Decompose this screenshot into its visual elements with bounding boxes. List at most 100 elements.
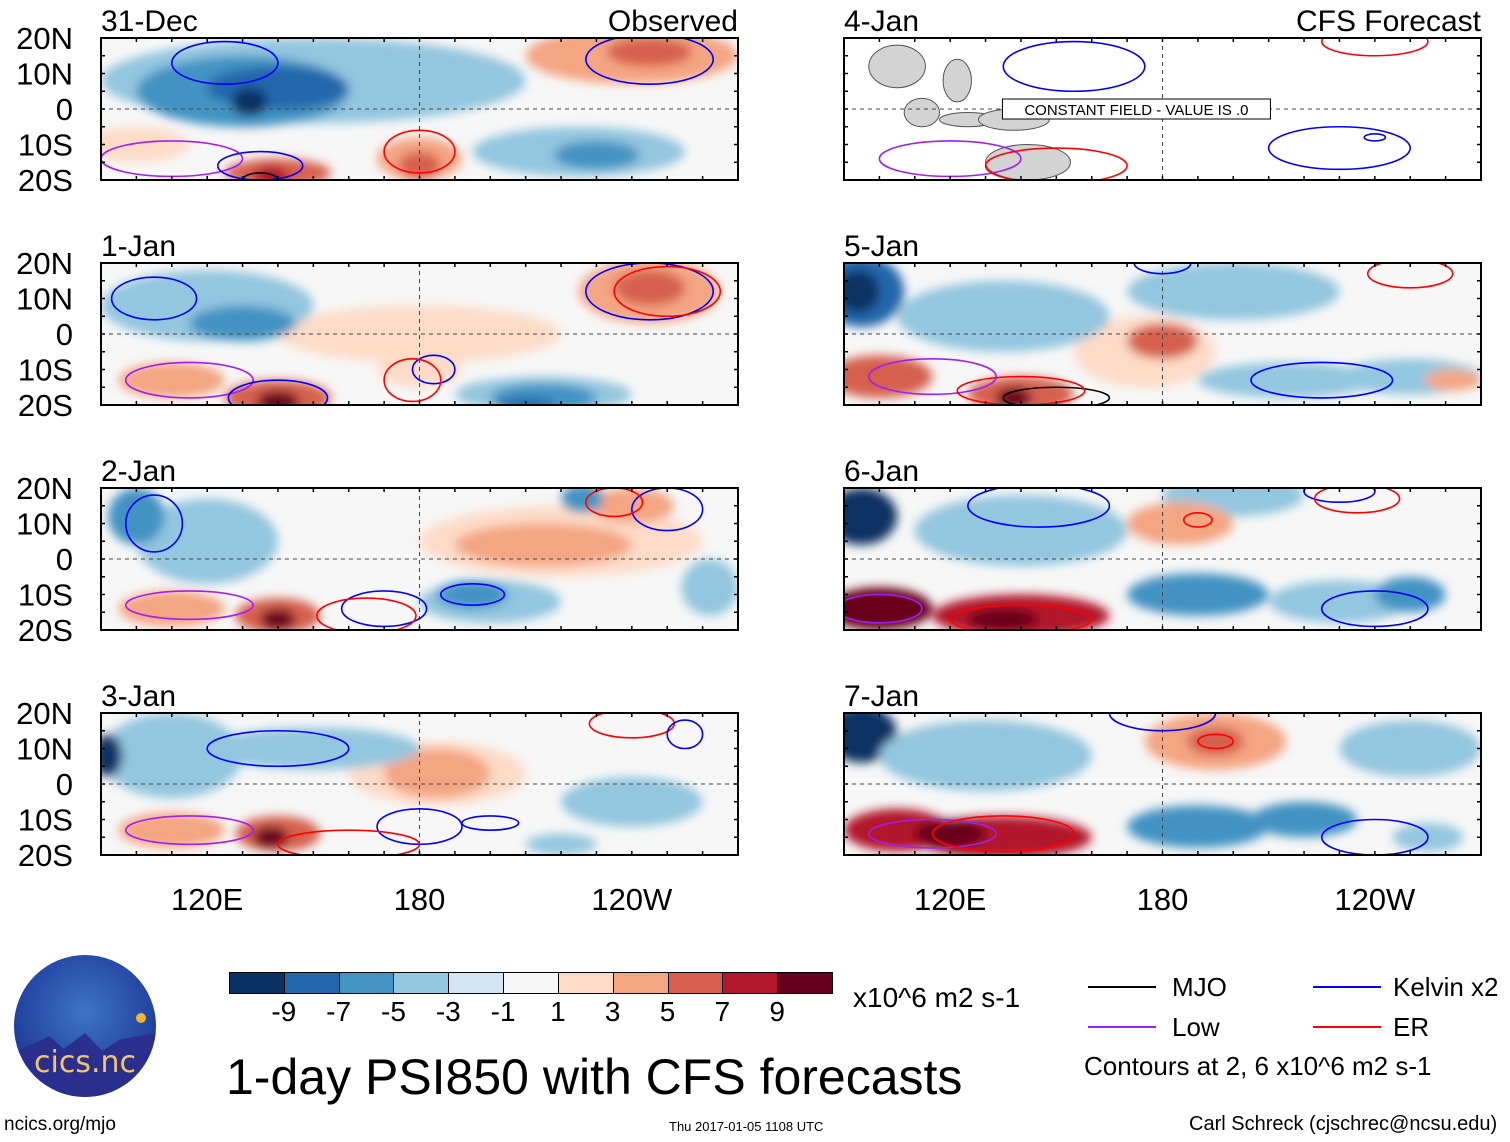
contour-kelvin (227, 379, 329, 405)
anomaly-blob (607, 38, 692, 67)
anomaly-blob (879, 720, 1092, 792)
legend-line-er (1313, 1026, 1381, 1028)
anomaly-blob (490, 383, 597, 405)
author-credit: Carl Schreck (cjschrec@ncsu.edu) (1189, 1113, 1498, 1135)
legend-label-low: Low (1172, 1012, 1220, 1042)
anomaly-blob (914, 819, 986, 848)
anomaly-blob (844, 587, 933, 630)
anomaly-blob (1127, 263, 1340, 320)
contour-kelvin (170, 40, 279, 85)
anomaly-blob (260, 608, 296, 630)
colorbar-swatch (503, 972, 559, 994)
constant-field-note: CONSTANT FIELD - VALUE IS .0 (1024, 102, 1248, 119)
anomaly-blob (136, 498, 278, 584)
contour-kelvin (124, 494, 184, 553)
panel-field (844, 263, 1481, 405)
anomaly-blob (277, 305, 562, 363)
anomaly-blob (253, 826, 289, 848)
anomaly-shading (108, 488, 738, 630)
column-header-observed: Observed (608, 5, 738, 38)
contour-low (844, 593, 923, 624)
contour-kelvin (1267, 125, 1412, 171)
panel-field (101, 38, 738, 180)
contour-note: Contours at 2, 6 x10^6 m2 s-1 (1084, 1051, 1432, 1081)
panel-date-label: 2-Jan (101, 455, 176, 488)
anomaly-blob (118, 812, 225, 848)
contour-kelvin (1108, 713, 1217, 732)
lat-tick-label: 20N (16, 246, 73, 281)
panel-date-label: 3-Jan (101, 680, 176, 713)
anomaly-blob (207, 66, 349, 109)
contour-er (1182, 512, 1213, 528)
colorbar-tick-label: -9 (271, 996, 297, 1027)
anomaly-blob (1339, 720, 1481, 777)
lon-tick-label: 120W (591, 882, 673, 917)
anomaly-blob (231, 87, 268, 117)
land-mass (942, 58, 972, 103)
anomaly-blob (189, 305, 296, 342)
anomaly-blob (844, 270, 880, 313)
site-link[interactable]: ncics.org/mjo (4, 1114, 116, 1135)
panel-date-label: 5-Jan (844, 230, 919, 263)
anomaly-blob (1197, 362, 1375, 398)
contour-kelvin (216, 150, 304, 180)
anomaly-shading (101, 263, 721, 405)
contour-er (383, 358, 442, 403)
panel-date-label: 1-Jan (101, 230, 176, 263)
colorbar-swatch (338, 972, 395, 994)
anomaly-shading (101, 38, 738, 180)
timestamp: Thu 2017-01-05 1108 UTC (669, 1119, 824, 1134)
lat-tick-label: 20N (16, 471, 73, 506)
figure-title: 1-day PSI850 with CFS forecasts (226, 1049, 963, 1105)
contour-er (949, 604, 1093, 630)
anomaly-blob (614, 270, 685, 306)
contour-er (1197, 733, 1235, 750)
contour-er (316, 597, 417, 630)
anomaly-blob (1127, 573, 1269, 616)
colorbar-swatch (612, 972, 669, 994)
lat-tick-label: 20S (18, 613, 73, 648)
lat-tick-label: 0 (56, 767, 73, 802)
lat-tick-label: 0 (56, 92, 73, 127)
anomaly-shading (844, 713, 1481, 855)
anomaly-blob (1187, 727, 1244, 756)
lat-tick-label: 10S (18, 353, 73, 388)
panel-field (101, 263, 738, 405)
legend-label-mjo: MJO (1172, 972, 1227, 1002)
anomaly-blob (1127, 323, 1198, 359)
contour-low (867, 818, 997, 849)
colorbar-swatch (229, 972, 285, 994)
contour-kelvin (585, 38, 715, 85)
lat-tick-label: 20S (18, 388, 73, 423)
panel-date-label: 6-Jan (844, 455, 919, 488)
contour-kelvin (631, 488, 704, 532)
anomaly-blob (101, 734, 123, 777)
colorbar-swatch (777, 972, 833, 994)
lat-tick-label: 0 (56, 542, 73, 577)
colorbar-units: x10^6 m2 s-1 (853, 982, 1021, 1013)
contour-er (1366, 263, 1454, 289)
panel-field (844, 713, 1481, 855)
map-panel-5-jan: 5-Jan (843, 230, 1482, 406)
panel-date-label: 4-Jan (844, 5, 919, 38)
lon-tick-label: 120W (1334, 882, 1416, 917)
contour-er (931, 815, 1075, 853)
anomaly-blob (525, 833, 597, 855)
colorbar-tick-label: 1 (550, 996, 566, 1027)
contour-kelvin (461, 815, 520, 831)
anomaly-blob (437, 580, 508, 609)
lat-tick-label: 10N (16, 507, 73, 542)
contour-er (383, 129, 456, 174)
lat-tick-label: 10S (18, 128, 73, 163)
anomaly-blob (914, 495, 1128, 567)
lat-tick-label: 0 (56, 317, 73, 352)
logo-text: cics.nc (34, 1045, 136, 1080)
lon-tick-label: 180 (1137, 882, 1189, 917)
column-header-forecast: CFS Forecast (1296, 5, 1482, 38)
contour-er (984, 147, 1128, 180)
anomaly-blob (1250, 801, 1358, 838)
anomaly-blob (118, 362, 225, 398)
